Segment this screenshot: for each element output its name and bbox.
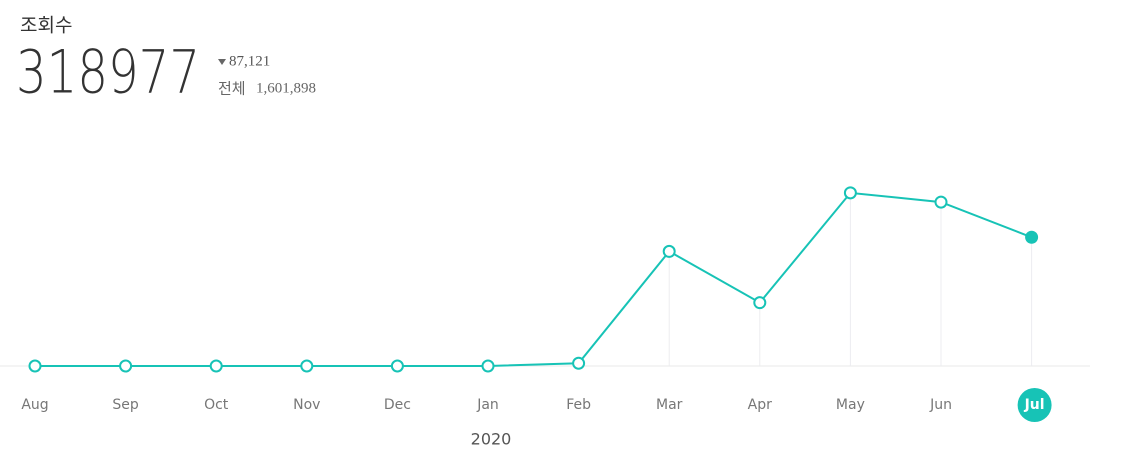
point (209, 359, 223, 373)
point (843, 186, 857, 200)
point (481, 359, 495, 373)
total: 1,601,898 (256, 80, 316, 96)
point (753, 296, 767, 310)
x-axis-label: 2020 (471, 430, 512, 449)
point (28, 359, 42, 373)
views: 318977 (16, 38, 200, 108)
x-tick-label: Jan (476, 397, 499, 413)
series-line (35, 191, 1032, 367)
point (934, 195, 948, 209)
change: 87,121 (229, 53, 270, 69)
point (300, 359, 314, 373)
x-tick-label: Dec (384, 397, 411, 413)
down-arrow (218, 59, 226, 65)
x-tick-label: Sep (112, 397, 139, 413)
point (662, 244, 676, 258)
x-tick-label: Aug (21, 397, 48, 413)
x-tick-label: Mar (656, 397, 683, 413)
x-tick-label: Jun (929, 397, 952, 413)
selected-month (1017, 388, 1052, 422)
point (572, 356, 586, 370)
x-tick-label: Jul (1024, 397, 1045, 413)
point (1025, 230, 1039, 244)
x-tick-label: May (836, 397, 865, 413)
point (390, 359, 404, 373)
x-tick-label: Nov (293, 397, 320, 413)
x-tick-label: Feb (566, 397, 591, 413)
point (119, 359, 133, 373)
total-label: 전체 (218, 80, 246, 98)
x-tick-label: Apr (748, 397, 772, 413)
x-tick-label: Oct (204, 397, 229, 413)
title: 조회수 (20, 15, 72, 37)
